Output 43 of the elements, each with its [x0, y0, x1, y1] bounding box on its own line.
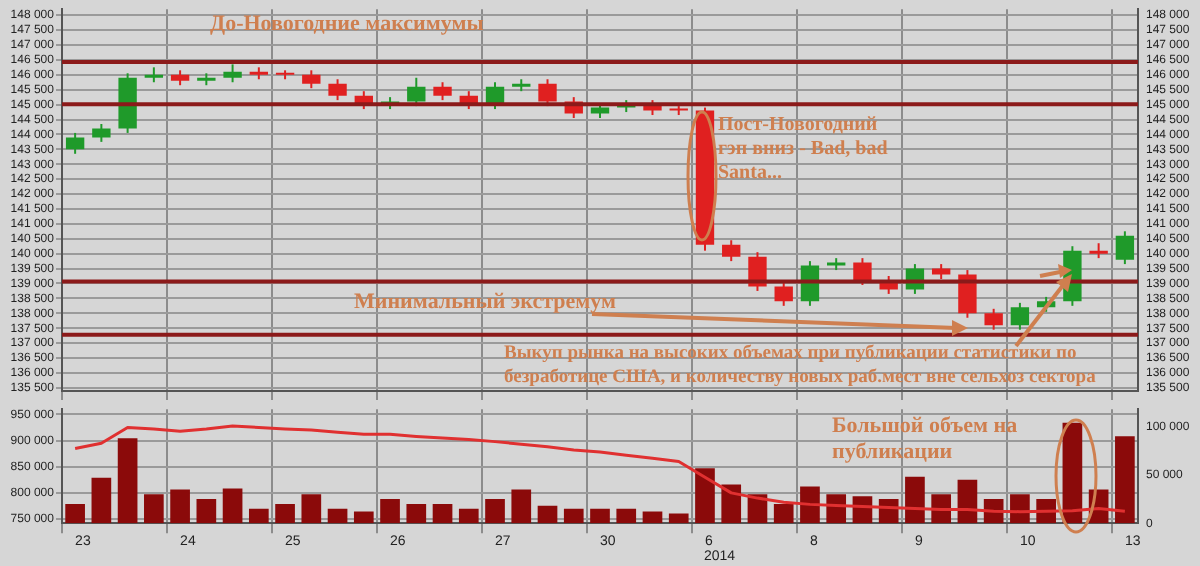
bar [117, 438, 138, 524]
bar [616, 508, 637, 524]
annotation: До-Новогодние максимумы [210, 12, 486, 38]
bar [406, 503, 427, 524]
bar [380, 499, 400, 524]
bar [432, 503, 453, 524]
bar [144, 494, 164, 524]
candlestick [853, 257, 872, 286]
bar [353, 511, 374, 524]
candlestick [984, 307, 1003, 331]
bar [1115, 436, 1135, 524]
bar [170, 489, 190, 524]
bar [511, 489, 532, 524]
bar [458, 508, 479, 524]
bar [773, 503, 794, 524]
bar [721, 484, 742, 524]
annotation: Большой объем на публикации [832, 414, 1020, 466]
bar [275, 503, 295, 524]
candlestick [722, 239, 741, 263]
bar [695, 468, 715, 524]
bar [485, 499, 505, 524]
candlestick [1115, 230, 1135, 266]
bar [537, 505, 558, 524]
candlestick [1010, 301, 1030, 331]
bar [668, 513, 689, 524]
bar [800, 486, 820, 524]
candlestick [328, 78, 347, 102]
bar [91, 477, 112, 524]
bar [563, 508, 584, 524]
bar [905, 476, 925, 524]
bar [642, 511, 663, 524]
bar [65, 503, 85, 524]
candlestick [774, 280, 793, 307]
bar [327, 508, 348, 524]
bar [196, 499, 217, 524]
bar [301, 494, 322, 524]
bar [222, 488, 243, 524]
annotation: Пост-Новогодний гэп вниз - Bad, bad Santa... [718, 114, 890, 186]
bar [248, 508, 269, 524]
annotation: Выкуп рынка на высоких объемах при публикации статистики по безработице США, и количеству новых раб.мест вне сельхоз сектора [504, 344, 1098, 390]
annotation: Минимальный экстремум [354, 289, 618, 316]
bar [590, 508, 610, 524]
candlestick [65, 131, 85, 155]
